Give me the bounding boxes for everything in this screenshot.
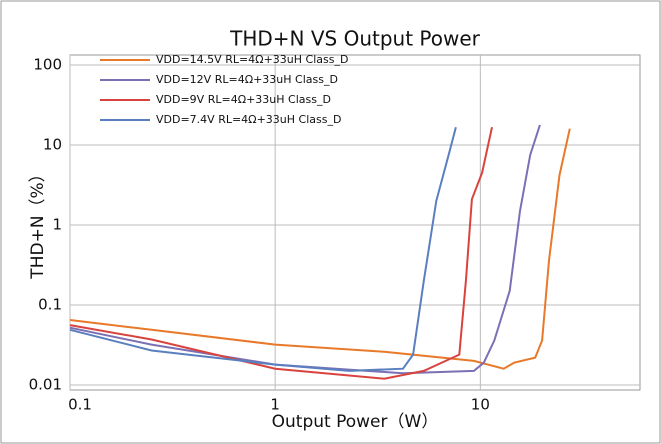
series-line — [69, 126, 457, 372]
x-tick-label: 0.1 — [68, 396, 92, 414]
chart-title: THD+N VS Output Power — [229, 27, 481, 51]
x-tick-label: 10 — [471, 396, 490, 414]
plot-area — [69, 54, 641, 391]
y-tick-label: 100 — [33, 56, 62, 74]
series-line — [69, 128, 571, 370]
x-axis-label: Output Power（W） — [272, 412, 439, 432]
y-tick-label: 1 — [52, 216, 62, 234]
y-tick-label: 0.1 — [38, 296, 62, 314]
y-tick-label: 0.01 — [29, 376, 62, 394]
legend-label: VDD=14.5V RL=4Ω+33uH Class_D — [156, 53, 348, 66]
series-line — [69, 126, 493, 380]
legend-label: VDD=12V RL=4Ω+33uH Class_D — [156, 73, 338, 86]
y-axis-label: THD+N（%） — [28, 165, 48, 279]
series-line — [69, 124, 541, 375]
x-tick-label: 1 — [270, 396, 280, 414]
legend-label: VDD=9V RL=4Ω+33uH Class_D — [156, 93, 331, 106]
legend-label: VDD=7.4V RL=4Ω+33uH Class_D — [156, 113, 341, 126]
y-tick-label: 10 — [43, 136, 62, 154]
